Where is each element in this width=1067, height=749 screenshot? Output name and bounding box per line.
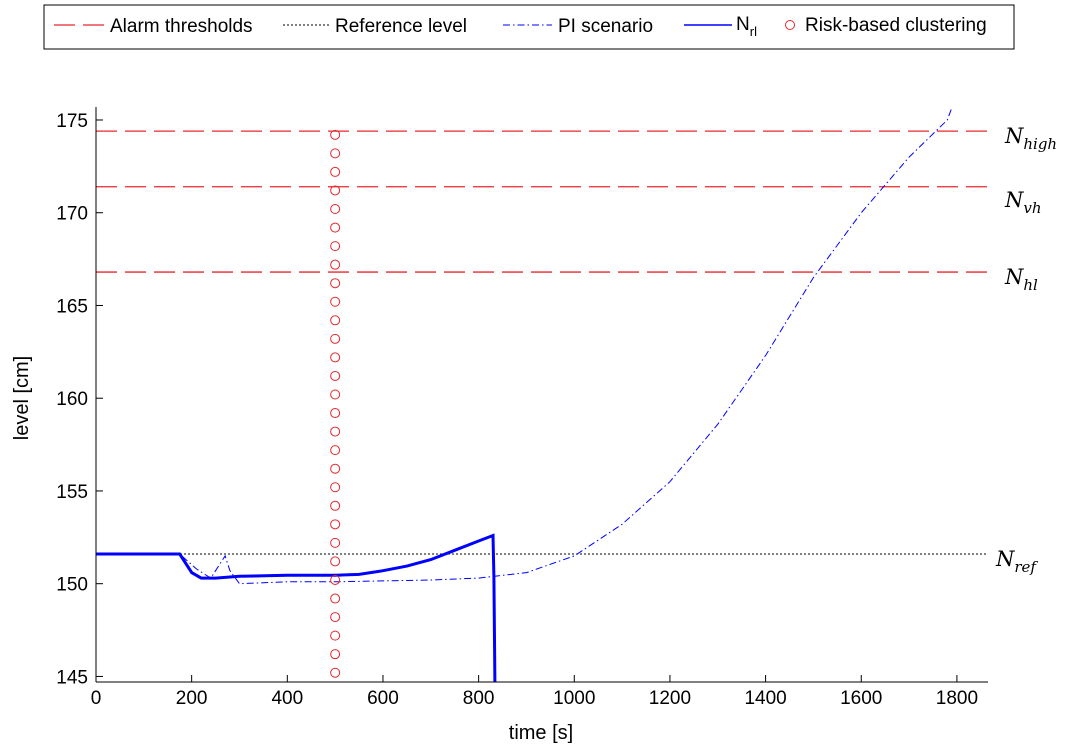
risk-marker-19	[330, 315, 341, 326]
legend: Alarm thresholds Reference level PI scenar…	[43, 4, 1015, 50]
plot-area	[96, 107, 988, 682]
risk-marker-6	[330, 556, 341, 567]
risk-marker-3	[330, 612, 341, 623]
risk-marker-10	[330, 482, 341, 493]
risk-marker-11	[330, 463, 341, 474]
risk-marker-1	[330, 649, 341, 660]
legend-box	[43, 4, 1015, 50]
risk-marker-26	[330, 185, 341, 196]
y-tick-label-150: 150	[56, 575, 88, 596]
x-tick-label-1400: 1400	[744, 688, 786, 709]
risk-marker-16	[330, 370, 341, 381]
risk-marker-27	[330, 166, 341, 177]
risk-marker-15	[330, 389, 341, 400]
pi-scenario-line	[96, 107, 953, 585]
legend-label-pi: PI scenario	[558, 16, 653, 37]
risk-marker-13	[330, 426, 341, 437]
y-tick-label-155: 155	[56, 482, 88, 503]
x-tick-label-1000: 1000	[553, 688, 595, 709]
y-tick-label-160: 160	[56, 389, 88, 410]
x-tick-label-600: 600	[367, 688, 399, 709]
n-rl-line	[96, 533, 497, 682]
risk-marker-5	[330, 574, 341, 585]
risk-marker-14	[330, 408, 341, 419]
y-tick-label-175: 175	[56, 111, 88, 132]
risk-marker-23	[330, 241, 341, 252]
legend-label-nrl: Nrl	[736, 14, 757, 39]
risk-marker-4	[330, 593, 341, 604]
threshold-labels: Nhigh Nvh Nhl Nref	[995, 124, 1057, 576]
risk-marker-18	[330, 333, 341, 344]
risk-marker-9	[330, 500, 341, 511]
risk-marker-29	[330, 129, 341, 140]
risk-marker-21	[330, 278, 341, 289]
x-tick-label-0: 0	[91, 688, 102, 709]
label-n-vh: Nvh	[1004, 188, 1042, 217]
x-tick-label-1200: 1200	[649, 688, 691, 709]
risk-marker-22	[330, 259, 341, 270]
risk-marker-25	[330, 204, 341, 215]
y-axis-title: level [cm]	[11, 356, 33, 440]
x-tick-label-200: 200	[176, 688, 208, 709]
legend-label-reference: Reference level	[335, 16, 467, 37]
label-n-hl: Nhl	[1004, 265, 1038, 294]
label-n-ref: Nref	[995, 547, 1038, 576]
y-tick-label-170: 170	[56, 204, 88, 225]
risk-marker-12	[330, 445, 341, 456]
x-tick-label-1600: 1600	[840, 688, 882, 709]
risk-marker-0	[330, 667, 341, 678]
risk-marker-8	[330, 519, 341, 530]
risk-marker-17	[330, 352, 341, 363]
legend-label-alarm: Alarm thresholds	[110, 16, 253, 37]
axes: 0 200 400 600 800 1000 1200 1400 1600 1800 145 150 1…	[56, 107, 988, 709]
x-tick-label-800: 800	[463, 688, 495, 709]
label-n-high: Nhigh	[1004, 124, 1057, 153]
y-tick-label-165: 165	[56, 296, 88, 317]
risk-marker-2	[330, 630, 341, 641]
legend-swatch-risk	[785, 20, 795, 30]
x-axis-title: time [s]	[509, 722, 573, 744]
risk-marker-28	[330, 148, 341, 159]
legend-label-risk: Risk-based clustering	[805, 15, 987, 36]
x-tick-label-400: 400	[271, 688, 303, 709]
risk-marker-24	[330, 222, 341, 233]
y-tick-label-145: 145	[56, 667, 88, 688]
risk-marker-7	[330, 537, 341, 548]
risk-marker-20	[330, 296, 341, 307]
x-tick-label-1800: 1800	[936, 688, 978, 709]
